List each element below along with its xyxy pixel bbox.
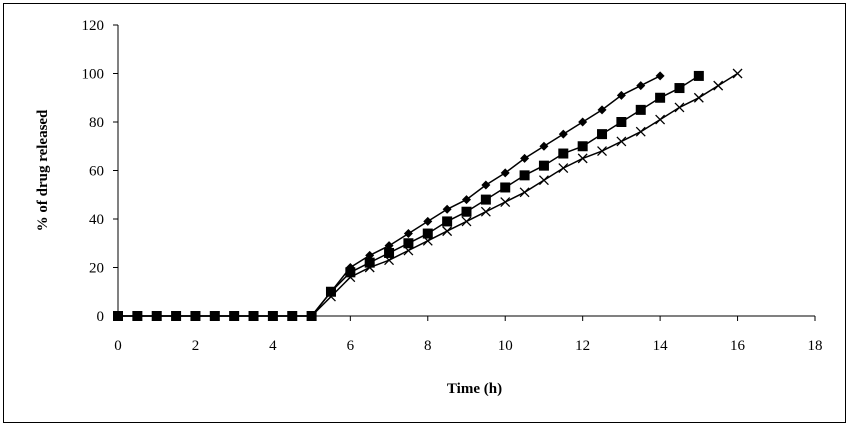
data-point-square [384,247,395,258]
data-point-cross [500,197,511,207]
data-point-cross [538,175,549,186]
data-point-square [500,182,511,193]
data-point-square [519,170,530,181]
y-tick-label: 100 [82,67,105,83]
data-point-cross [442,226,453,237]
data-point-diamond [365,250,375,260]
data-point-cross [616,136,627,147]
y-tick-label: 20 [89,261,104,277]
data-point-cross [558,163,569,174]
data-point-diamond [481,180,491,190]
series-cross [113,68,743,321]
x-tick-label: 12 [575,338,590,354]
y-tick-label: 40 [89,212,104,228]
data-point-cross [248,311,259,321]
data-point-square [674,83,685,94]
data-point-cross [287,311,298,321]
data-point-cross [713,80,724,91]
data-point-diamond [558,129,568,139]
data-point-diamond [403,229,413,239]
data-point-diamond [655,71,665,81]
y-tick-label: 80 [89,115,104,131]
axes: 0 20 40 60 80 100 120 0 2 4 6 8 10 12 14 16 18 [82,18,823,354]
data-point-cross [693,92,704,103]
series-layer [113,68,743,321]
chart-frame [3,3,846,423]
data-point-square [480,194,491,205]
data-point-cross [403,245,414,256]
data-point-diamond [500,168,510,178]
data-point-cross [345,272,356,283]
data-point-diamond [597,105,607,115]
data-point-cross [384,255,395,266]
data-point-square [538,160,549,171]
data-point-cross [364,262,375,273]
x-tick-label: 6 [347,338,355,354]
data-point-diamond [616,90,626,100]
data-point-cross [209,311,220,321]
data-point-cross [422,235,433,246]
series-line [118,75,661,317]
data-point-square [558,148,569,159]
data-point-square [635,104,646,115]
x-tick-label: 16 [730,338,746,354]
data-point-diamond [578,117,588,127]
data-point-square [597,129,608,140]
data-point-cross [461,216,472,227]
data-point-cross [306,311,317,321]
data-point-cross [113,311,123,321]
data-point-cross [326,291,336,302]
data-point-cross [151,311,162,321]
data-point-diamond [462,195,471,205]
data-point-square [442,216,453,227]
data-point-square [422,228,433,239]
x-tick-label: 0 [114,338,122,354]
data-point-cross [519,187,530,198]
data-point-square [577,141,588,152]
data-point-cross [480,206,491,217]
data-point-cross [732,68,743,79]
x-tick-label: 18 [808,338,823,354]
data-point-diamond [636,81,646,91]
data-point-square [403,238,414,249]
data-point-cross [171,311,182,321]
series-diamond [113,71,665,321]
x-tick-label: 14 [653,338,669,354]
data-point-diamond [520,153,530,163]
x-tick-label: 2 [192,338,200,354]
data-point-cross [597,146,607,157]
data-point-cross [655,114,666,125]
data-point-square [325,286,336,297]
y-tick-label: 120 [82,18,105,34]
series-square [113,70,704,321]
data-point-cross [267,311,278,321]
y-axis-title: % of drug released [35,109,51,231]
data-point-cross [229,311,240,321]
data-point-diamond [423,216,433,226]
y-tick-label: 60 [89,164,104,180]
series-line [118,75,700,317]
data-point-diamond [384,241,394,251]
data-point-cross [635,126,646,137]
x-tick-label: 10 [498,338,513,354]
data-point-square [693,70,704,81]
x-tick-label: 8 [424,338,432,354]
data-point-square [345,267,356,278]
data-point-square [364,257,375,268]
data-point-cross [577,153,588,164]
data-point-square [461,206,472,217]
x-axis-title: Time (h) [447,381,502,397]
data-point-cross [132,311,143,321]
data-point-diamond [539,141,549,151]
data-point-cross [674,102,685,113]
y-tick-label: 0 [97,309,105,325]
data-point-diamond [442,204,452,214]
data-point-square [616,117,627,127]
data-point-square [655,92,666,103]
x-tick-label: 4 [269,338,277,354]
data-point-cross [190,311,201,321]
